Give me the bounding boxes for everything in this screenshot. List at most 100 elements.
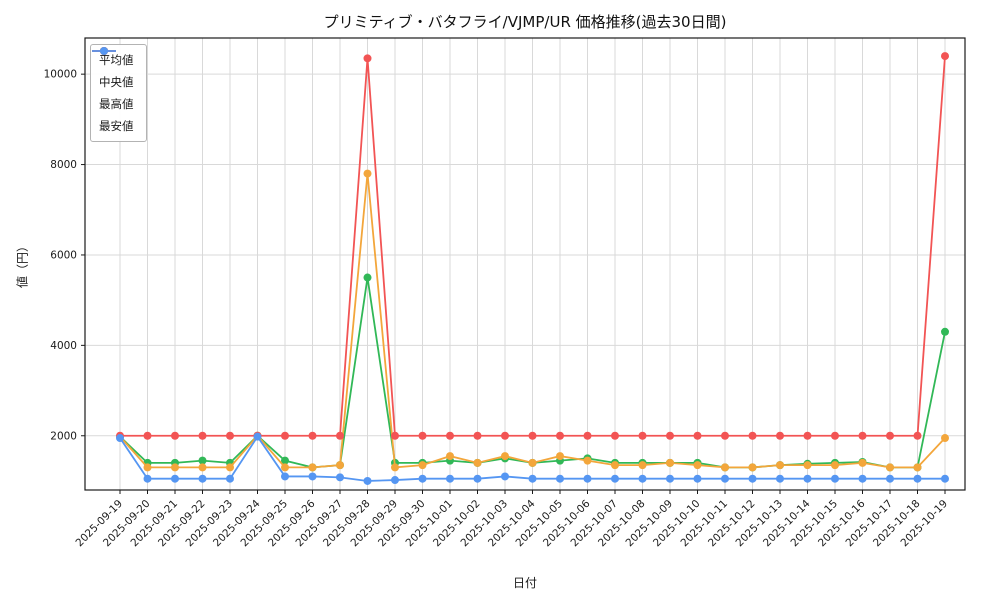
series-point <box>308 472 317 481</box>
series-point <box>253 432 262 441</box>
series-point <box>418 431 427 440</box>
series-point <box>116 434 124 443</box>
series-point <box>693 431 702 440</box>
series-point <box>281 472 289 481</box>
series-point <box>528 474 537 483</box>
series-point <box>941 327 949 336</box>
series-point <box>226 474 234 483</box>
series-point <box>803 461 812 470</box>
y-tick-label: 8000 <box>50 159 77 171</box>
series-point <box>171 474 179 483</box>
series-point <box>363 273 372 282</box>
y-axis-label: 値（円） <box>15 239 30 289</box>
series-point <box>556 452 564 461</box>
series-point <box>721 431 729 440</box>
series-point <box>583 456 592 465</box>
series-point <box>198 463 207 472</box>
series-point <box>473 431 482 440</box>
series-point <box>721 474 729 483</box>
tick-marks <box>81 73 946 494</box>
series-point <box>666 431 674 440</box>
series-point <box>198 431 207 440</box>
legend-label: 最高値 <box>99 97 134 111</box>
legend-marker-icon <box>92 47 116 55</box>
series-point <box>556 431 564 440</box>
series-point <box>171 431 179 440</box>
series-point <box>583 431 592 440</box>
series-point <box>143 431 152 440</box>
series-point <box>886 463 894 472</box>
series-point <box>941 52 949 61</box>
series-point <box>831 461 839 470</box>
series-point <box>226 431 234 440</box>
series-point <box>693 461 702 470</box>
series-point <box>748 431 757 440</box>
series-point <box>528 458 537 467</box>
legend-label: 最安値 <box>99 119 134 133</box>
series-point <box>143 474 152 483</box>
series-point <box>336 461 344 470</box>
series-point <box>776 461 784 470</box>
legend: 平均値中央値最高値最安値 <box>90 44 147 142</box>
series-point <box>281 431 289 440</box>
series-point <box>666 458 674 467</box>
series-point <box>418 461 427 470</box>
legend-label: 平均値 <box>99 53 134 67</box>
series-point <box>281 463 289 472</box>
series-point <box>941 474 949 483</box>
series-point <box>391 476 399 485</box>
series-point <box>831 474 839 483</box>
series-point <box>831 431 839 440</box>
series-point <box>886 431 894 440</box>
plot-border <box>84 37 966 491</box>
chart-title: プリミティブ・バタフライ/VJMP/UR 価格推移(過去30日間) <box>323 13 727 31</box>
series-point <box>226 463 234 472</box>
series-point <box>446 452 454 461</box>
legend-item: 最安値 <box>92 47 134 134</box>
series-point <box>913 463 922 472</box>
series-point <box>941 434 949 443</box>
series-最安値 <box>116 432 949 485</box>
series-point <box>611 461 619 470</box>
legend-item: 最高値 <box>92 47 134 112</box>
series-point <box>363 169 372 178</box>
series-point <box>336 473 344 482</box>
legend-label: 中央値 <box>99 75 134 89</box>
series-point <box>886 474 894 483</box>
series-point <box>446 474 454 483</box>
series-point <box>556 474 564 483</box>
series-point <box>583 474 592 483</box>
y-tick-label: 6000 <box>50 249 77 261</box>
series-point <box>198 456 207 465</box>
series-point <box>748 474 757 483</box>
series-point <box>776 474 784 483</box>
series-point <box>363 476 372 485</box>
y-tick-label: 10000 <box>44 69 77 81</box>
series-point <box>501 472 509 481</box>
series-point <box>611 474 619 483</box>
legend-item: 中央値 <box>92 47 134 90</box>
series-point <box>858 431 867 440</box>
series-point <box>363 54 372 63</box>
series-point <box>308 431 317 440</box>
series-point <box>171 463 179 472</box>
series-point <box>391 431 399 440</box>
series-point <box>721 463 729 472</box>
series-point <box>501 431 509 440</box>
series-point <box>528 431 537 440</box>
x-axis-label: 日付 <box>512 576 537 590</box>
series-point <box>611 431 619 440</box>
y-tick-label: 2000 <box>50 430 77 442</box>
series-point <box>776 431 784 440</box>
series-point <box>308 463 317 472</box>
series-point <box>446 431 454 440</box>
series-point <box>473 458 482 467</box>
series-point <box>858 458 867 467</box>
series-point <box>501 452 509 461</box>
series-point <box>803 474 812 483</box>
series-point <box>638 431 647 440</box>
series-point <box>803 431 812 440</box>
series-point <box>858 474 867 483</box>
